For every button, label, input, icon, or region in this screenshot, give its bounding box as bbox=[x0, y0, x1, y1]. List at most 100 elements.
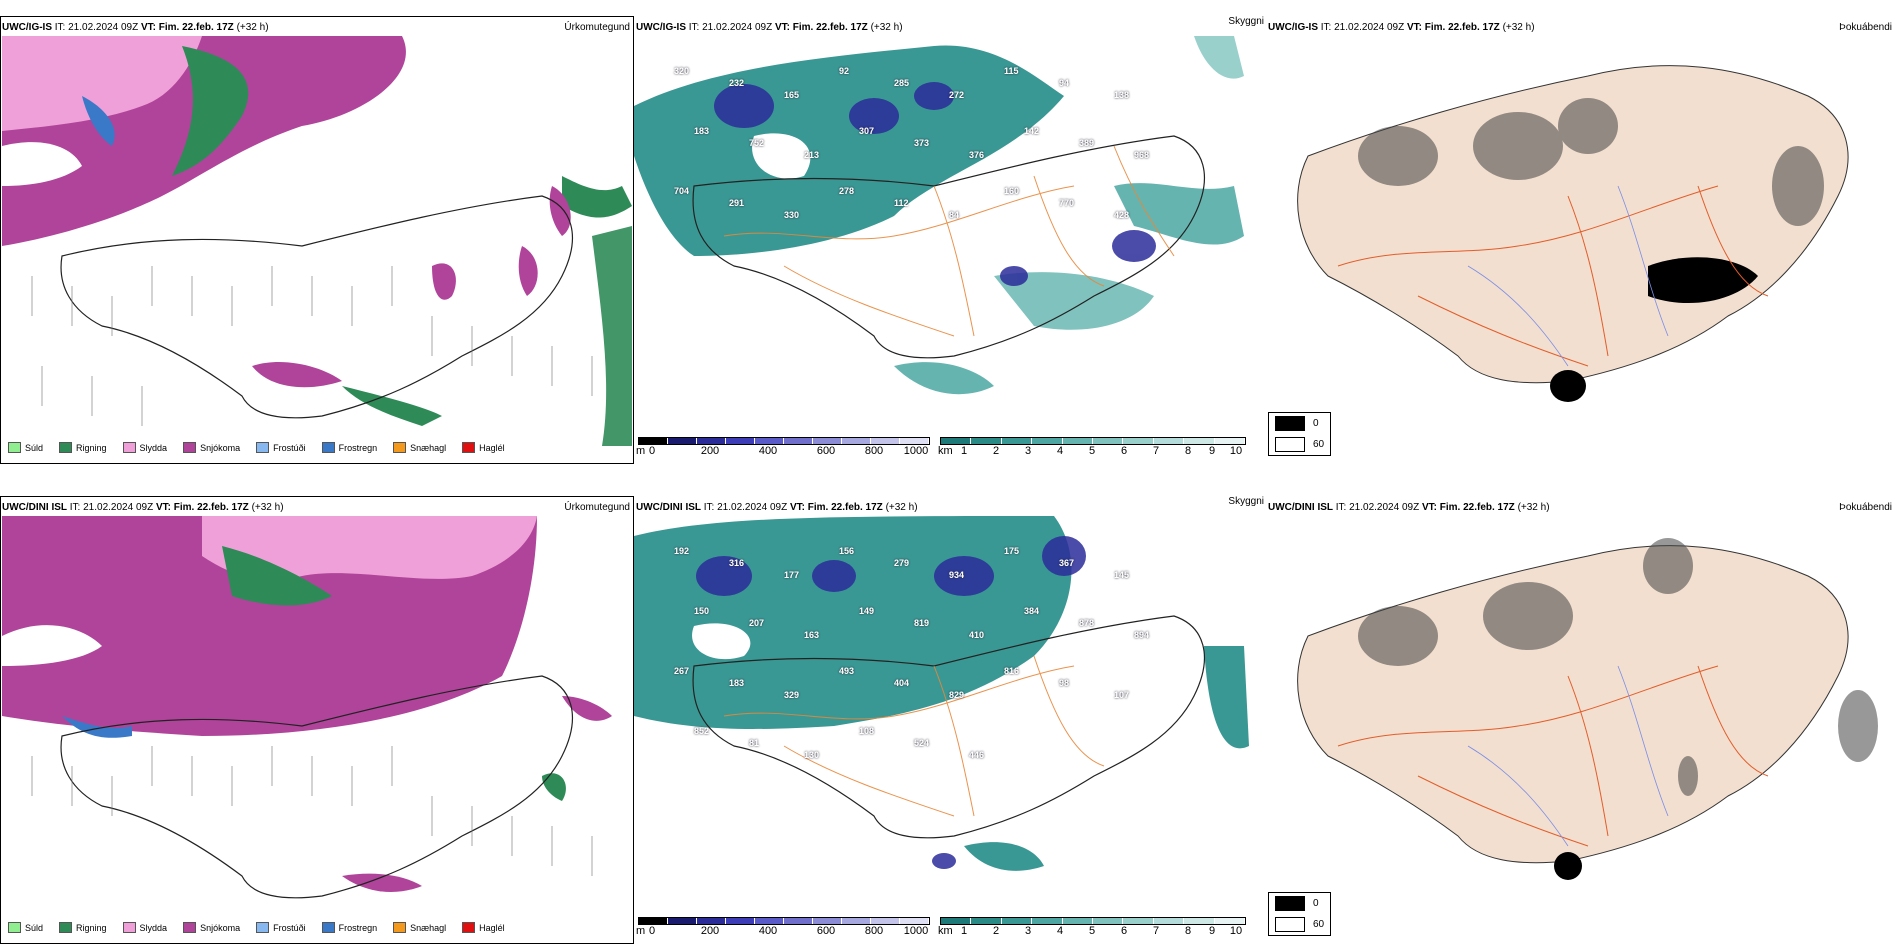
map-frame bbox=[0, 16, 634, 464]
tick-label: 9 bbox=[1208, 925, 1216, 937]
panel-header: UWC/DINI ISL IT: 21.02.2024 09Z VT: Fim.… bbox=[1268, 502, 1550, 514]
fog-scale-row: 60 bbox=[1269, 434, 1330, 455]
visibility-unit: km bbox=[938, 925, 953, 937]
swatch-icon bbox=[59, 442, 73, 453]
ceiling-value-label: 704 bbox=[674, 186, 690, 196]
lead-time: (+32 h) bbox=[1517, 502, 1550, 513]
ceiling-value-label: 130 bbox=[804, 750, 820, 760]
legend-item: Snæhagl bbox=[393, 442, 446, 453]
vt-label: VT: bbox=[155, 502, 171, 513]
model-name: UWC/IG-IS bbox=[1268, 22, 1318, 33]
legend-item: Rigning bbox=[59, 442, 107, 453]
legend-label: Súld bbox=[25, 442, 44, 453]
it-label: IT: bbox=[1320, 22, 1332, 33]
swatch-icon bbox=[256, 922, 270, 933]
tick-label: 400 bbox=[758, 445, 778, 457]
legend-item: Súld bbox=[8, 442, 43, 453]
swatch-icon bbox=[462, 442, 476, 453]
ceiling-value-label: 150 bbox=[694, 606, 710, 616]
legend-item: Rigning bbox=[59, 922, 107, 933]
ceiling-value-label: 84 bbox=[949, 210, 960, 220]
tick-label: 600 bbox=[816, 445, 836, 457]
swatch-icon bbox=[393, 922, 407, 933]
ceiling-unit: m bbox=[636, 445, 646, 457]
legend-item: Snæhagl bbox=[393, 922, 446, 933]
lead-time: (+32 h) bbox=[885, 502, 918, 513]
ceiling-value-label: 94 bbox=[1059, 78, 1070, 88]
colorbar-fill bbox=[940, 917, 1246, 925]
fog-map-bottom bbox=[1297, 538, 1878, 880]
ceiling-value-label: 894 bbox=[1134, 630, 1150, 640]
it-value: 21.02.2024 09Z bbox=[702, 22, 773, 33]
ceiling-value-label: 165 bbox=[784, 90, 800, 100]
ceiling-value-label: 279 bbox=[894, 558, 910, 568]
ceiling-value-label: 316 bbox=[729, 558, 745, 568]
it-value: 21.02.2024 09Z bbox=[83, 502, 154, 513]
ceiling-value-label: 192 bbox=[674, 546, 690, 556]
visibility-colorbar: km 1 2 3 4 5 6 7 8 9 10 bbox=[938, 917, 1246, 939]
swatch-icon bbox=[1275, 896, 1305, 911]
vt-value: Fim. 22.feb. 17Z bbox=[1439, 502, 1515, 513]
ceiling-value-label: 156 bbox=[839, 546, 855, 556]
tick-label: 5 bbox=[1088, 445, 1096, 457]
ceiling-value-label: 115 bbox=[1004, 66, 1019, 76]
precip-panel-top: UWC/IG-IS IT: 21.02.2024 09Z VT: Fim. 22… bbox=[0, 12, 634, 464]
ceiling-value-label: 183 bbox=[694, 126, 710, 136]
fog-scale-row: 0 bbox=[1269, 413, 1330, 434]
it-label: IT: bbox=[69, 502, 81, 513]
ceiling-value-label: 389 bbox=[1079, 138, 1095, 148]
tick-label: 1 bbox=[960, 925, 968, 937]
tick-label: 600 bbox=[816, 925, 836, 937]
tick-label: 8 bbox=[1184, 445, 1192, 457]
legend-label: Slydda bbox=[139, 922, 168, 933]
tick-label: 800 bbox=[864, 445, 884, 457]
swatch-icon bbox=[256, 442, 270, 453]
ceiling-value-label: 307 bbox=[859, 126, 875, 136]
ceiling-value-label: 142 bbox=[1024, 126, 1040, 136]
fog-scale-label: 60 bbox=[1313, 439, 1325, 450]
tick-label: 200 bbox=[700, 925, 720, 937]
ceiling-value-label: 428 bbox=[1114, 210, 1130, 220]
ceiling-value-label: 816 bbox=[1004, 666, 1020, 676]
fog-scale-label: 0 bbox=[1313, 898, 1319, 909]
tick-label: 2 bbox=[992, 445, 1000, 457]
ceiling-value-label: 272 bbox=[949, 90, 965, 100]
panel-title: Úrkomutegund bbox=[564, 22, 630, 33]
legend-label: Rigning bbox=[76, 922, 107, 933]
ceiling-value-label: 446 bbox=[969, 750, 985, 760]
tick-label: 4 bbox=[1056, 925, 1064, 937]
ceiling-value-label: 107 bbox=[1114, 690, 1130, 700]
legend-label: Snjókoma bbox=[200, 442, 241, 453]
lead-time: (+32 h) bbox=[1502, 22, 1535, 33]
legend-label: Frostregn bbox=[338, 922, 378, 933]
panel-title: Úrkomutegund bbox=[564, 502, 630, 513]
ceiling-value-label: 752 bbox=[749, 138, 765, 148]
vt-value: Fim. 22.feb. 17Z bbox=[807, 502, 883, 513]
legend-label: Súld bbox=[25, 922, 44, 933]
ceiling-colorbar: m 0 200 400 600 800 1000 bbox=[636, 437, 930, 459]
it-value: 21.02.2024 09Z bbox=[68, 22, 139, 33]
ceiling-value-label: 373 bbox=[914, 138, 930, 148]
legend-label: Frostúði bbox=[273, 922, 306, 933]
ceiling-value-label: 410 bbox=[969, 630, 985, 640]
legend-item: Frostúði bbox=[256, 922, 306, 933]
tick-label: 0 bbox=[648, 445, 656, 457]
vt-label: VT: bbox=[140, 22, 156, 33]
swatch-icon bbox=[321, 442, 335, 453]
ceiling-value-label: 384 bbox=[1024, 606, 1040, 616]
model-name: UWC/IG-IS bbox=[2, 22, 52, 33]
ceiling-value-label: 291 bbox=[729, 198, 745, 208]
visibility-colorbar: km 1 2 3 4 5 6 7 8 9 10 bbox=[938, 437, 1246, 459]
panel-header: UWC/IG-IS IT: 21.02.2024 09Z VT: Fim. 22… bbox=[1268, 22, 1535, 34]
visibility-map-top bbox=[634, 36, 1244, 395]
tick-label: 7 bbox=[1152, 925, 1160, 937]
tick-label: 800 bbox=[864, 925, 884, 937]
tick-label: 10 bbox=[1229, 925, 1243, 937]
colorbar-fill bbox=[638, 917, 930, 925]
lead-time: (+32 h) bbox=[251, 502, 284, 513]
tick-label: 7 bbox=[1152, 445, 1160, 457]
it-label: IT: bbox=[54, 22, 66, 33]
ceiling-value-label: 149 bbox=[859, 606, 875, 616]
ceiling-value-label: 177 bbox=[784, 570, 800, 580]
legend-item: Frostregn bbox=[321, 442, 377, 453]
